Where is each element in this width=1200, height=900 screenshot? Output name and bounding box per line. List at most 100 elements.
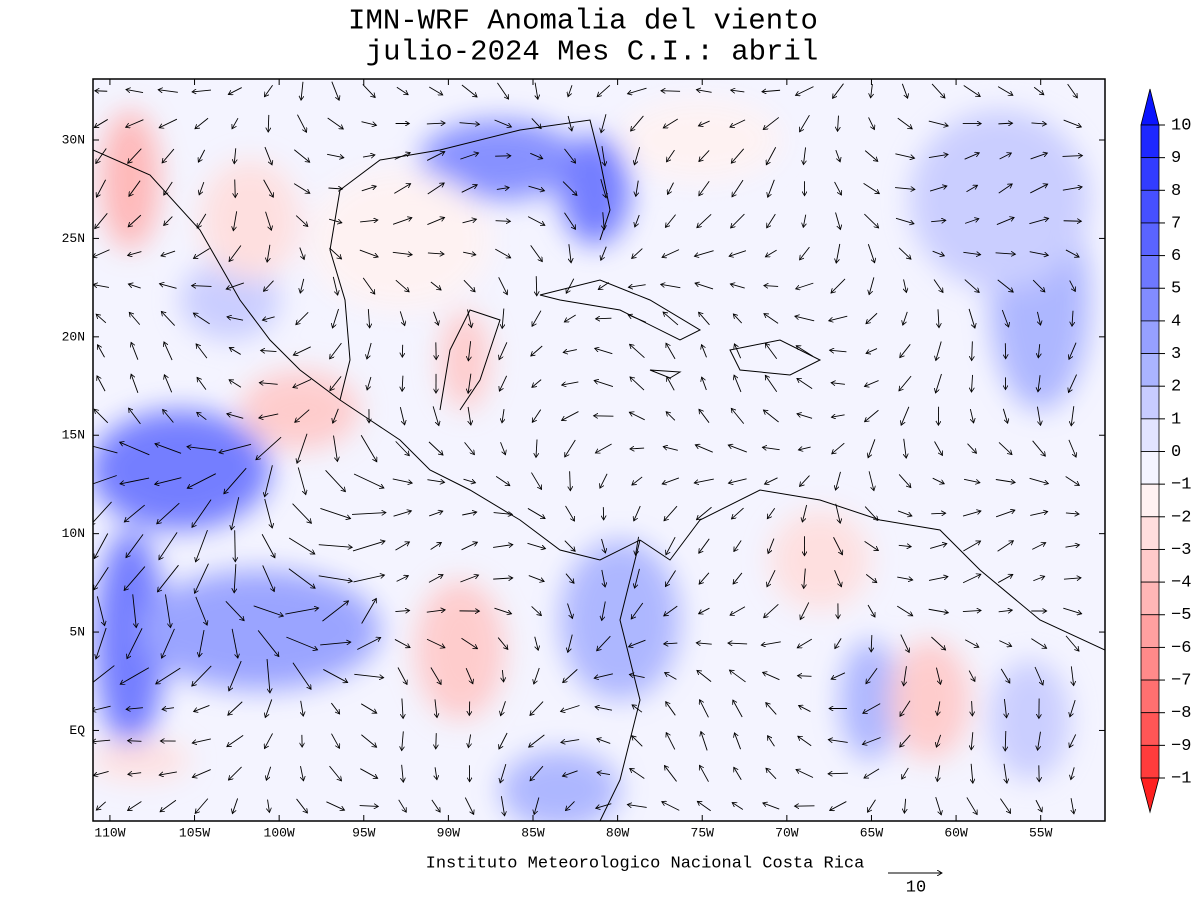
- wind-vector: [768, 736, 775, 747]
- subtitle: julio-2024 Mes C.I.: abril: [366, 36, 818, 69]
- wind-vector: [257, 630, 279, 656]
- wind-vector: [128, 148, 142, 164]
- wind-vector: [1030, 153, 1048, 160]
- wind-vector: [1004, 699, 1006, 718]
- colorbar-label: −4: [1171, 574, 1191, 593]
- wind-vector: [426, 152, 445, 161]
- wind-vector: [1032, 543, 1046, 550]
- wind-vector: [698, 120, 710, 126]
- wind-vector: [631, 115, 644, 131]
- wind-vector: [195, 117, 209, 129]
- wind-vector: [532, 310, 542, 327]
- wind-vector: [268, 114, 269, 132]
- wind-vector: [729, 670, 746, 683]
- wind-vector: [665, 214, 676, 228]
- wind-vector: [187, 447, 217, 451]
- wind-vector: [428, 575, 443, 583]
- wind-vector: [225, 601, 244, 620]
- wind-vector: [764, 604, 779, 617]
- x-tick-label: 100W: [264, 825, 295, 840]
- wind-vector: [352, 541, 385, 552]
- x-tick-label: 95W: [352, 825, 376, 840]
- wind-vector: [663, 312, 679, 326]
- wind-vector: [394, 184, 410, 194]
- wind-vector: [399, 311, 404, 325]
- wind-vector: [93, 475, 117, 485]
- wind-vector: [159, 532, 178, 559]
- wind-vector: [869, 277, 875, 294]
- wind-vector: [398, 799, 407, 812]
- wind-vector: [228, 701, 243, 715]
- wind-vector: [1063, 221, 1082, 222]
- wind-vector: [531, 118, 541, 128]
- wind-vector: [432, 406, 439, 425]
- wind-vector: [936, 734, 942, 747]
- wind-vector: [128, 284, 141, 289]
- wind-vector: [699, 572, 710, 584]
- wind-vector: [461, 637, 478, 648]
- wind-vector: [427, 217, 444, 225]
- wind-vector: [96, 314, 107, 324]
- wind-vector: [762, 90, 781, 91]
- wind-vector: [353, 575, 384, 583]
- wind-vector: [662, 802, 680, 811]
- wind-vector: [462, 219, 477, 224]
- wind-vector: [731, 507, 744, 519]
- wind-vector: [663, 447, 678, 451]
- wind-vector: [597, 635, 611, 651]
- wind-vector: [253, 605, 284, 616]
- wind-vector: [353, 473, 384, 488]
- wind-vector: [800, 475, 810, 487]
- wind-vector: [531, 472, 541, 490]
- wind-vector: [461, 84, 477, 97]
- wind-vector: [969, 408, 973, 423]
- wind-vector: [295, 215, 308, 227]
- wind-vector: [562, 411, 579, 421]
- wind-vector: [897, 510, 912, 516]
- wind-vector: [262, 565, 275, 591]
- wind-vector: [898, 474, 911, 487]
- wind-vector: [94, 409, 109, 424]
- wind-vector: [734, 767, 742, 780]
- wind-vector: [161, 311, 176, 326]
- wind-vector: [354, 673, 383, 677]
- wind-vector: [831, 383, 845, 385]
- wind-vector: [402, 764, 404, 782]
- wind-vector: [898, 545, 911, 546]
- wind-vector: [971, 732, 973, 750]
- wind-vector: [530, 765, 544, 781]
- wind-vector: [667, 182, 674, 195]
- wind-vector: [126, 89, 144, 93]
- wind-vector: [193, 248, 210, 259]
- wind-vector: [570, 471, 571, 490]
- colorbar-label: −3: [1171, 541, 1191, 560]
- wind-vector: [1038, 731, 1041, 751]
- wind-vector: [829, 315, 848, 321]
- wind-vector: [763, 410, 779, 423]
- wind-vector: [435, 767, 437, 779]
- wind-vector: [501, 701, 506, 715]
- wind-vector: [964, 279, 979, 293]
- wind-vector: [1003, 763, 1007, 783]
- wind-vector: [932, 250, 945, 256]
- wind-vector: [431, 799, 440, 812]
- wind-vector: [429, 511, 443, 517]
- wind-vector: [730, 284, 745, 289]
- wind-vector: [233, 211, 238, 230]
- wind-vector: [863, 182, 880, 193]
- wind-vector: [235, 179, 236, 197]
- wind-vector: [332, 276, 337, 295]
- wind-vector: [497, 637, 508, 650]
- wind-vector: [697, 801, 711, 812]
- wind-vector: [536, 439, 537, 458]
- wind-vector: [402, 375, 403, 392]
- wind-vector: [632, 736, 643, 747]
- wind-vector: [499, 732, 508, 749]
- wind-vector: [396, 86, 408, 94]
- wind-vector: [799, 705, 811, 712]
- wind-vector: [834, 181, 842, 195]
- wind-vector: [831, 415, 845, 417]
- colorbar-segment: [1140, 157, 1160, 191]
- wind-vector: [732, 179, 744, 197]
- colorbar-label: 3: [1171, 345, 1181, 364]
